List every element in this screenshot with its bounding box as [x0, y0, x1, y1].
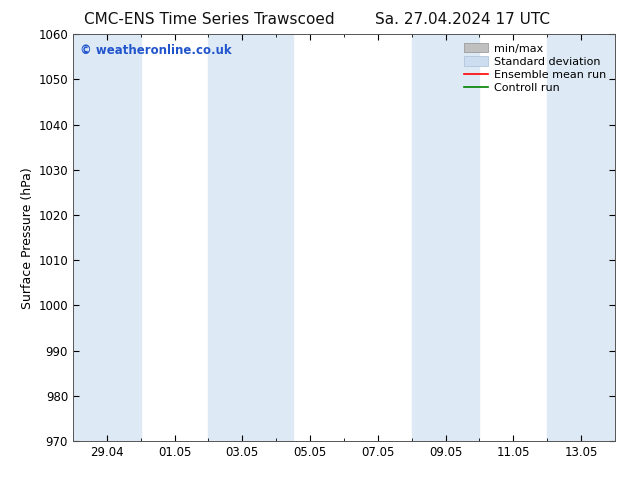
- Legend: min/max, Standard deviation, Ensemble mean run, Controll run: min/max, Standard deviation, Ensemble me…: [460, 40, 609, 97]
- Y-axis label: Surface Pressure (hPa): Surface Pressure (hPa): [21, 167, 34, 309]
- Text: © weatheronline.co.uk: © weatheronline.co.uk: [80, 45, 231, 57]
- Bar: [73, 34, 141, 441]
- Text: Sa. 27.04.2024 17 UTC: Sa. 27.04.2024 17 UTC: [375, 12, 550, 27]
- Bar: [547, 34, 615, 441]
- Bar: [411, 34, 479, 441]
- Text: CMC-ENS Time Series Trawscoed: CMC-ENS Time Series Trawscoed: [84, 12, 335, 27]
- Bar: [209, 34, 293, 441]
